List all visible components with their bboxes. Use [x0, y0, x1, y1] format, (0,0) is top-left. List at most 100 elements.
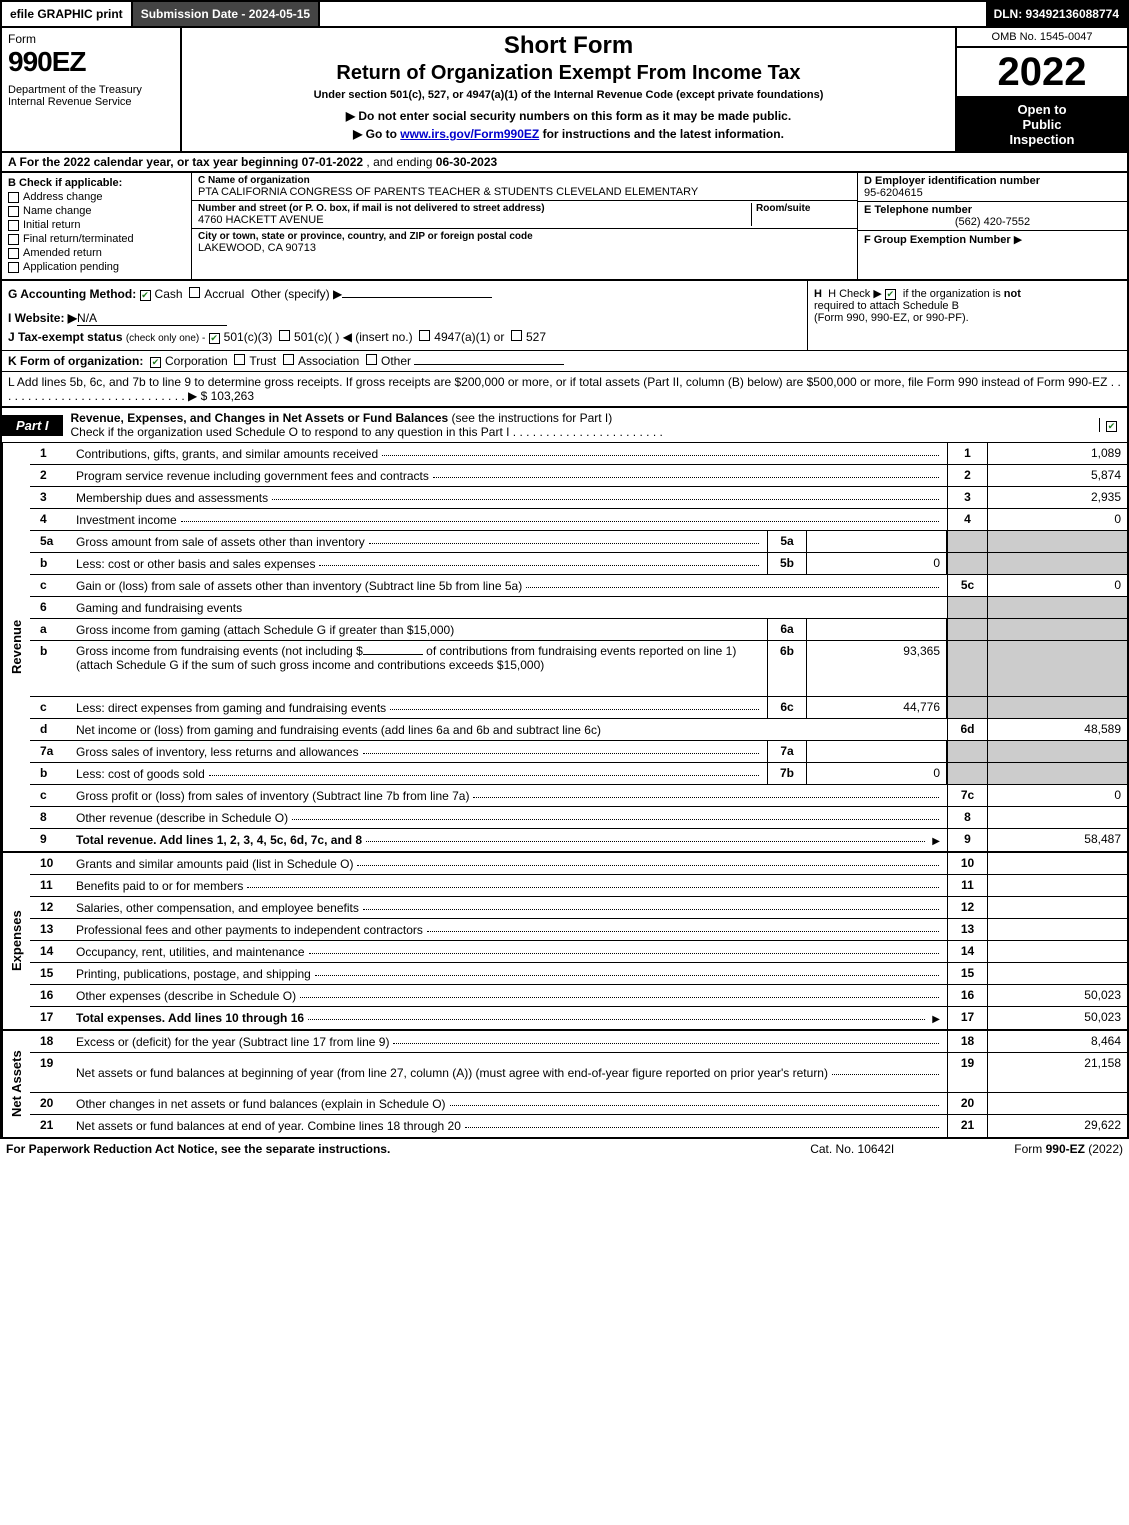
sv-6c: 44,776: [807, 697, 947, 718]
sn-7b: 7b: [767, 763, 807, 784]
h-mid: if the organization is: [900, 288, 1004, 300]
n-4: 4: [30, 509, 72, 530]
c-6cS: [947, 697, 987, 718]
c-6a: [947, 619, 987, 640]
footer-mid: Cat. No. 10642I: [810, 1142, 894, 1156]
chk-501c[interactable]: [279, 330, 290, 341]
section-def: D Employer identification number 95-6204…: [857, 173, 1127, 279]
part1-check-line: Check if the organization used Schedule …: [71, 425, 1091, 439]
chk-amended-return[interactable]: [8, 248, 19, 259]
n-2: 2: [30, 465, 72, 486]
open-to-public: Open to Public Inspection: [957, 98, 1127, 151]
lbl-name-change: Name change: [23, 205, 92, 217]
lbl-other: Other (specify) ▶: [251, 287, 342, 301]
sv-6b: 93,365: [807, 641, 947, 696]
street-address: 4760 HACKETT AVENUE: [198, 214, 751, 226]
sn-5b: 5b: [767, 553, 807, 574]
c-10: 10: [947, 853, 987, 874]
chk-application-pending[interactable]: [8, 262, 19, 273]
chk-schedule-o[interactable]: [1106, 421, 1117, 432]
d-3: Membership dues and assessments: [76, 491, 268, 505]
n-17: 17: [30, 1007, 72, 1029]
c-5b: [947, 553, 987, 574]
v-19: 21,158: [987, 1053, 1127, 1092]
d-18: Excess or (deficit) for the year (Subtra…: [76, 1035, 389, 1049]
chk-corporation[interactable]: [150, 357, 161, 368]
chk-cash[interactable]: [140, 290, 151, 301]
d-16: Other expenses (describe in Schedule O): [76, 989, 296, 1003]
6b-blank[interactable]: [363, 654, 423, 655]
irs-link[interactable]: www.irs.gov/Form990EZ: [400, 127, 539, 141]
efile-print[interactable]: efile GRAPHIC print: [2, 2, 133, 26]
d-10: Grants and similar amounts paid (list in…: [76, 857, 353, 871]
note-goto: ▶ Go to www.irs.gov/Form990EZ for instru…: [190, 127, 947, 141]
chk-name-change[interactable]: [8, 206, 19, 217]
submission-date: Submission Date - 2024-05-15: [133, 2, 320, 26]
footer-right-pre: Form: [1014, 1142, 1045, 1156]
chk-527[interactable]: [511, 330, 522, 341]
chk-initial-return[interactable]: [8, 220, 19, 231]
chk-501c3[interactable]: [209, 333, 220, 344]
chk-final-return[interactable]: [8, 234, 19, 245]
section-h: H H Check ▶ if the organization is not r…: [807, 281, 1127, 350]
lbl-501c3: 501(c)(3): [224, 330, 273, 344]
j-label: J Tax-exempt status: [8, 330, 123, 344]
chk-accrual[interactable]: [189, 287, 200, 298]
section-l: L Add lines 5b, 6c, and 7b to line 9 to …: [0, 372, 1129, 408]
room-label: Room/suite: [756, 203, 851, 214]
d-4: Investment income: [76, 513, 177, 527]
tel-label: E Telephone number: [864, 204, 1121, 216]
group-exemption-label: F Group Exemption Number: [864, 234, 1011, 246]
note2-pre: ▶ Go to: [353, 127, 400, 141]
tax-end: 06-30-2023: [436, 155, 497, 169]
other-org-input[interactable]: [414, 364, 564, 365]
d-5b: Less: cost or other basis and sales expe…: [76, 557, 315, 571]
n-10: 10: [30, 853, 72, 874]
d-6: Gaming and fundraising events: [76, 601, 242, 615]
main-title: Return of Organization Exempt From Incom…: [190, 62, 947, 85]
chk-other-org[interactable]: [366, 354, 377, 365]
v-6: [987, 597, 1127, 618]
lbl-4947: 4947(a)(1) or: [434, 330, 504, 344]
n-6d: d: [30, 719, 72, 740]
chk-association[interactable]: [283, 354, 294, 365]
lbl-trust: Trust: [249, 354, 276, 368]
d-14: Occupancy, rent, utilities, and maintena…: [76, 945, 305, 959]
sv-7b: 0: [807, 763, 947, 784]
other-specify-input[interactable]: [342, 297, 492, 298]
c-21: 21: [947, 1115, 987, 1137]
lbl-accrual: Accrual: [204, 287, 244, 301]
v-10: [987, 853, 1127, 874]
form-label: Form: [8, 32, 174, 46]
chk-trust[interactable]: [234, 354, 245, 365]
chk-4947[interactable]: [419, 330, 430, 341]
section-b-label: B Check if applicable:: [8, 177, 185, 189]
street-label: Number and street (or P. O. box, if mail…: [198, 203, 751, 214]
n-12: 12: [30, 897, 72, 918]
sn-6c: 6c: [767, 697, 807, 718]
header-right: OMB No. 1545-0047 2022 Open to Public In…: [957, 28, 1127, 151]
page-footer: For Paperwork Reduction Act Notice, see …: [0, 1139, 1129, 1159]
inspection-l1: Open to: [961, 102, 1123, 117]
d-9: Total revenue. Add lines 1, 2, 3, 4, 5c,…: [76, 833, 362, 847]
chk-address-change[interactable]: [8, 192, 19, 203]
n-7b: b: [30, 763, 72, 784]
v-14: [987, 941, 1127, 962]
d-7b: Less: cost of goods sold: [76, 767, 205, 781]
arrow-icon: [929, 1011, 943, 1025]
website-value: N/A: [77, 311, 227, 326]
sn-6b: 6b: [767, 641, 807, 696]
n-14: 14: [30, 941, 72, 962]
chk-schedule-b[interactable]: [885, 289, 896, 300]
v-5b: [987, 553, 1127, 574]
d-6a: Gross income from gaming (attach Schedul…: [76, 623, 454, 637]
sn-7a: 7a: [767, 741, 807, 762]
lbl-application-pending: Application pending: [23, 261, 119, 273]
sidelabel-revenue: Revenue: [2, 443, 30, 851]
part1-title: Revenue, Expenses, and Changes in Net As…: [63, 408, 1099, 442]
c-14: 14: [947, 941, 987, 962]
n-5c: c: [30, 575, 72, 596]
dln: DLN: 93492136088774: [986, 2, 1127, 26]
sn-5a: 5a: [767, 531, 807, 552]
n-6: 6: [30, 597, 72, 618]
